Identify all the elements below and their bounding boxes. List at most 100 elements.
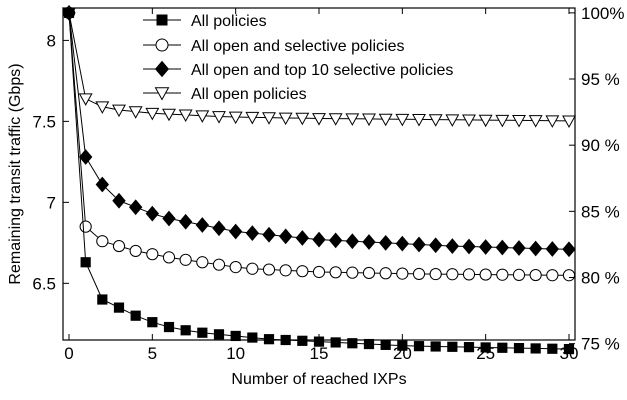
diamond-marker	[245, 225, 260, 241]
triangle-marker	[145, 107, 160, 121]
diamond-marker	[178, 213, 193, 230]
diamond-marker	[95, 176, 110, 193]
triangle-marker	[478, 114, 493, 128]
legend-item: All policies	[143, 13, 267, 30]
square-marker	[130, 310, 141, 321]
circle-marker	[229, 261, 242, 274]
circle-marker	[429, 267, 442, 281]
x-tick-label: 10	[226, 344, 245, 363]
square-marker	[330, 337, 341, 348]
circle-marker	[296, 265, 309, 278]
legend-item: All open and top 10 selective policies	[143, 60, 453, 79]
y-tick-label: 7	[47, 193, 56, 212]
triangle-marker	[195, 110, 210, 123]
diamond-marker	[212, 220, 226, 237]
circle-marker	[562, 269, 576, 282]
y-tick-label: 7.5	[32, 112, 56, 131]
circle-marker	[479, 268, 492, 281]
square-marker	[213, 329, 225, 340]
square-marker	[397, 340, 408, 351]
square-marker	[97, 294, 108, 305]
square-marker	[163, 321, 175, 333]
square-marker	[180, 325, 191, 336]
square-marker	[380, 339, 391, 350]
circle-marker	[346, 266, 359, 279]
diamond-marker	[295, 230, 310, 246]
circle-marker	[379, 267, 392, 280]
circle-marker	[412, 267, 426, 281]
square-marker	[463, 342, 475, 353]
diamond-marker	[78, 149, 93, 165]
diamond-marker	[412, 236, 426, 253]
diamond-marker	[528, 240, 543, 257]
triangle-marker	[495, 114, 510, 128]
triangle-marker	[562, 115, 576, 129]
triangle-marker	[78, 93, 93, 106]
legend: All policies All open and selective polic…	[143, 13, 453, 103]
triangle-marker	[212, 111, 226, 124]
square-marker	[363, 338, 375, 350]
triangle-marker	[528, 115, 543, 128]
circle-marker	[462, 268, 476, 281]
diamond-marker	[312, 231, 326, 248]
square-marker	[280, 334, 291, 346]
square-marker	[80, 257, 91, 268]
square-marker	[530, 343, 541, 354]
diamond-marker	[462, 238, 476, 255]
circle-marker	[212, 258, 226, 271]
triangle-marker	[295, 112, 310, 126]
diamond-marker	[362, 234, 376, 250]
square-marker	[513, 342, 525, 354]
legend-label: All open policies	[191, 86, 307, 103]
x-tick-label: 20	[393, 344, 412, 363]
diamond-marker	[562, 241, 576, 258]
y2-tick-label: 100%	[581, 4, 624, 23]
legend-item: All open policies	[143, 86, 307, 103]
square-marker	[297, 335, 308, 346]
x-tick-label: 15	[310, 344, 329, 363]
diamond-marker	[378, 234, 393, 251]
legend-label: All open and top 10 selective policies	[191, 62, 453, 79]
circle-marker	[112, 239, 126, 253]
x-axis-title: Number of reached IXPs	[231, 371, 406, 388]
circle-marker	[546, 269, 559, 282]
square-marker	[197, 327, 208, 338]
diamond-marker	[278, 228, 293, 245]
y2-tick-label: 90 %	[581, 136, 620, 155]
square-marker	[263, 334, 275, 345]
triangle-marker	[445, 114, 460, 127]
diamond-marker	[162, 210, 176, 227]
diamond-marker	[395, 235, 410, 252]
triangle-marker	[278, 112, 293, 126]
plot-frame	[62, 7, 576, 341]
square-marker	[497, 342, 508, 353]
y-tick-label: 8	[47, 31, 56, 50]
circle-marker	[262, 263, 276, 276]
square-marker	[347, 338, 358, 349]
diamond-marker	[328, 232, 343, 249]
y2-tick-label: 85 %	[581, 202, 620, 221]
diamond-marker	[512, 240, 526, 256]
triangle-marker	[378, 113, 393, 127]
diamond-marker	[154, 60, 170, 78]
square-marker	[147, 317, 158, 328]
y2-tick-label: 75 %	[581, 335, 620, 354]
triangle-marker	[362, 113, 376, 127]
series-3	[62, 7, 576, 129]
circle-marker	[396, 267, 409, 280]
triangle-marker	[545, 115, 560, 128]
y-tick-label: 6.5	[32, 274, 56, 293]
triangle-marker	[412, 114, 426, 127]
legend-label: All policies	[191, 13, 267, 30]
axis-layer: 0 5 10 15 20 25 30 6.5 7 7.5 8 75 % 80 % 85 % 90 % 95 %…	[32, 4, 624, 363]
circle-marker	[496, 268, 509, 281]
circle-marker	[79, 220, 92, 233]
triangle-marker	[95, 101, 110, 114]
diamond-marker	[478, 239, 493, 255]
square-marker	[413, 341, 425, 352]
triangle-marker	[345, 113, 360, 126]
x-tick-label: 30	[560, 344, 579, 363]
circle-marker	[196, 256, 209, 269]
circle-marker	[96, 235, 109, 248]
